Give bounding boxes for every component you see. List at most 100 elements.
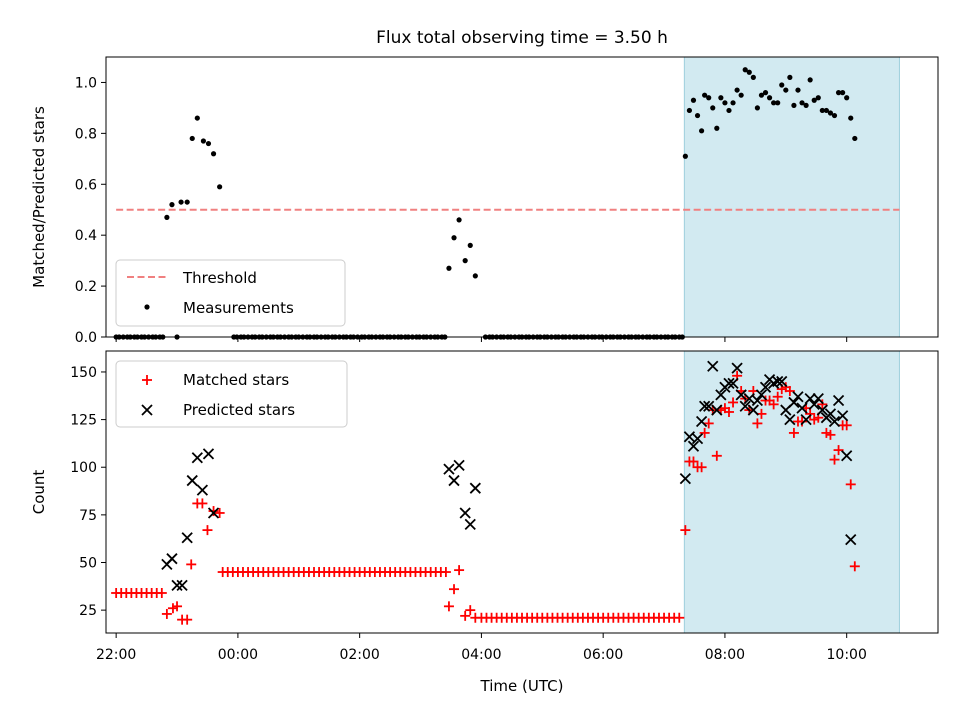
predicted-point (727, 377, 739, 390)
predicted-point (836, 410, 849, 422)
measurement-point (446, 265, 452, 271)
measurement-point (799, 100, 805, 106)
cross-stroke (698, 400, 711, 412)
predicted-point (755, 389, 768, 401)
cross-stroke (776, 375, 788, 388)
y-tick-label: 125 (70, 413, 97, 429)
cross-stroke (166, 553, 178, 565)
matched-point (696, 462, 707, 473)
predicted-point (202, 448, 215, 460)
legend-cross-mark (141, 404, 153, 416)
cross-stroke (808, 398, 820, 410)
cross-stroke (832, 394, 845, 407)
matched-point (805, 408, 816, 419)
measurement-point (831, 112, 838, 119)
matched-point (833, 445, 844, 456)
predicted-point (469, 482, 481, 494)
predicted-point (759, 381, 772, 393)
y-tick-label: 0.2 (75, 279, 97, 295)
measurement-point (722, 100, 728, 106)
measurement-point (718, 95, 724, 101)
x-tick-label: 06:00 (583, 647, 623, 663)
matched-point (465, 605, 476, 616)
predicted-point (186, 474, 198, 487)
measurement-point (791, 102, 797, 108)
legend-predicted-label: Predicted stars (183, 401, 295, 419)
cross-stroke (448, 474, 460, 487)
top-panel: 0.0 0.2 0.4 0.6 0.8 1.0 Matched/Predicted sta… (30, 56, 939, 346)
cross-stroke (812, 392, 824, 405)
measurement-point (730, 100, 736, 106)
predicted-point (207, 507, 220, 519)
cross-stroke (800, 413, 812, 426)
cross-stroke (443, 463, 455, 475)
predicted-point (735, 389, 747, 401)
measurement-point (848, 115, 854, 121)
measurement-point (698, 128, 705, 134)
measurement-point (815, 95, 821, 101)
legend-threshold-label: Threshold (182, 269, 257, 287)
measurement-point (795, 87, 801, 93)
predicted-point (731, 362, 743, 374)
legend-matched-label: Matched stars (183, 371, 289, 389)
measurement-point (189, 135, 195, 142)
predicted-point (191, 452, 203, 464)
predicted-point (171, 579, 183, 592)
cross-stroke (747, 404, 759, 416)
matched-point (182, 614, 193, 625)
matched-point (454, 565, 465, 576)
matched-point (197, 498, 208, 509)
cross-stroke (715, 389, 727, 401)
measurement-point (775, 100, 781, 106)
cross-stroke (453, 459, 465, 471)
top-legend-box (115, 259, 346, 327)
measurement-point (807, 77, 813, 83)
measurement-point (787, 74, 793, 80)
measurement-point (811, 97, 817, 103)
matched-point (711, 450, 722, 461)
predicted-point (804, 392, 816, 405)
legend-matched-swatch (142, 375, 152, 385)
measurement-point (852, 135, 858, 142)
x-tick-label: 22:00 (96, 647, 136, 663)
predicted-point (776, 375, 788, 388)
bottom-legend-box (115, 360, 348, 428)
legend-measurements-label: Measurements (183, 299, 294, 317)
cross-stroke (464, 518, 476, 531)
matched-point (768, 399, 779, 410)
cross-stroke (792, 391, 804, 403)
bottom-y-ticks: 25 50 75 100 125 150 (70, 365, 106, 619)
cross-stroke (731, 362, 743, 374)
matched-point (841, 420, 852, 431)
measurement-point (210, 151, 217, 157)
matched-point (723, 406, 734, 417)
measurement-point (803, 102, 809, 108)
matched-point (460, 610, 471, 621)
measurement-point (694, 112, 701, 119)
predicted-point (743, 392, 755, 405)
cross-stroke (824, 408, 837, 420)
x-tick-label: 04:00 (461, 647, 501, 663)
predicted-point (841, 450, 853, 462)
matched-point (443, 601, 454, 612)
predicted-point (443, 463, 455, 475)
measurement-point (205, 140, 212, 147)
predicted-point (772, 375, 784, 388)
legend-predicted-swatch (141, 404, 153, 416)
cross-stroke (207, 507, 220, 519)
matched-point (674, 612, 685, 623)
bottom-legend: Matched stars Predicted stars (115, 360, 348, 428)
y-tick-label: 0.0 (75, 330, 97, 346)
predicted-point (751, 394, 764, 407)
measurement-point (194, 115, 200, 121)
predicted-point (784, 413, 796, 426)
measurement-point (754, 105, 760, 111)
predicted-point (196, 484, 209, 496)
matched-point (772, 391, 783, 402)
measurement-point (169, 202, 175, 208)
predicted-point (711, 404, 723, 416)
cross-stroke (687, 440, 700, 452)
cross-stroke (703, 400, 715, 412)
y-tick-label: 100 (70, 460, 97, 476)
predicted-point (747, 404, 759, 416)
